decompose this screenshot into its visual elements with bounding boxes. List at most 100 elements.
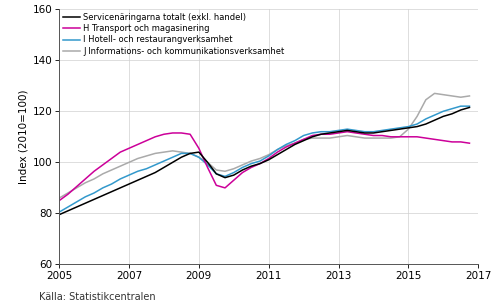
J Informations- och kommunikationsverksamhet	[161, 150, 167, 154]
I Hotell- och restaurangverksamhet	[310, 131, 316, 135]
H Transport och magasinering	[73, 185, 79, 188]
J Informations- och kommunikationsverksamhet	[397, 135, 403, 139]
Servicenäringarna totalt (exkl. handel)	[161, 166, 167, 169]
H Transport och magasinering	[310, 134, 316, 137]
I Hotell- och restaurangverksamhet	[405, 125, 411, 128]
H Transport och magasinering	[379, 134, 385, 137]
J Informations- och kommunikationsverksamhet	[283, 144, 289, 147]
I Hotell- och restaurangverksamhet	[292, 139, 298, 143]
H Transport och magasinering	[65, 192, 71, 196]
Servicenäringarna totalt (exkl. handel)	[178, 155, 184, 159]
Servicenäringarna totalt (exkl. handel)	[440, 115, 446, 118]
Servicenäringarna totalt (exkl. handel)	[388, 129, 394, 132]
Servicenäringarna totalt (exkl. handel)	[458, 108, 464, 112]
J Informations- och kommunikationsverksamhet	[126, 161, 132, 164]
J Informations- och kommunikationsverksamhet	[91, 177, 97, 181]
H Transport och magasinering	[205, 166, 211, 169]
J Informations- och kommunikationsverksamhet	[135, 157, 141, 160]
H Transport och magasinering	[170, 131, 176, 135]
H Transport och magasinering	[240, 171, 246, 174]
J Informations- och kommunikationsverksamhet	[73, 186, 79, 190]
H Transport och magasinering	[458, 140, 464, 144]
H Transport och magasinering	[275, 150, 281, 154]
J Informations- och kommunikationsverksamhet	[170, 149, 176, 153]
I Hotell- och restaurangverksamhet	[117, 177, 123, 181]
J Informations- och kommunikationsverksamhet	[466, 94, 472, 98]
I Hotell- och restaurangverksamhet	[388, 127, 394, 131]
I Hotell- och restaurangverksamhet	[161, 159, 167, 163]
Legend: Servicenäringarna totalt (exkl. handel), H Transport och magasinering, I Hotell-: Servicenäringarna totalt (exkl. handel),…	[63, 13, 284, 56]
I Hotell- och restaurangverksamhet	[91, 191, 97, 195]
I Hotell- och restaurangverksamhet	[371, 130, 377, 133]
H Transport och magasinering	[196, 147, 202, 150]
H Transport och magasinering	[213, 184, 219, 187]
H Transport och magasinering	[266, 157, 272, 160]
H Transport och magasinering	[423, 136, 429, 140]
I Hotell- och restaurangverksamhet	[73, 200, 79, 204]
J Informations- och kommunikationsverksamhet	[344, 134, 350, 137]
J Informations- och kommunikationsverksamhet	[458, 95, 464, 99]
Servicenäringarna totalt (exkl. handel)	[397, 127, 403, 131]
H Transport och magasinering	[91, 169, 97, 173]
Servicenäringarna totalt (exkl. handel)	[449, 112, 455, 116]
I Hotell- och restaurangverksamhet	[82, 195, 88, 199]
I Hotell- och restaurangverksamhet	[170, 155, 176, 159]
Servicenäringarna totalt (exkl. handel)	[205, 161, 211, 164]
J Informations- och kommunikationsverksamhet	[449, 94, 455, 98]
H Transport och magasinering	[388, 135, 394, 139]
J Informations- och kommunikationsverksamhet	[327, 136, 333, 140]
Text: Källa: Statistikcentralen: Källa: Statistikcentralen	[39, 292, 156, 302]
Servicenäringarna totalt (exkl. handel)	[91, 198, 97, 201]
I Hotell- och restaurangverksamhet	[231, 171, 237, 174]
H Transport och magasinering	[327, 133, 333, 136]
Servicenäringarna totalt (exkl. handel)	[327, 131, 333, 135]
J Informations- och kommunikationsverksamhet	[336, 135, 342, 139]
H Transport och magasinering	[56, 199, 62, 202]
J Informations- och kommunikationsverksamhet	[362, 136, 368, 140]
H Transport och magasinering	[466, 141, 472, 145]
Servicenäringarna totalt (exkl. handel)	[466, 105, 472, 109]
H Transport och magasinering	[126, 147, 132, 150]
H Transport och magasinering	[161, 133, 167, 136]
Line: Servicenäringarna totalt (exkl. handel): Servicenäringarna totalt (exkl. handel)	[59, 107, 469, 215]
Servicenäringarna totalt (exkl. handel)	[108, 190, 114, 194]
Servicenäringarna totalt (exkl. handel)	[275, 153, 281, 157]
I Hotell- och restaurangverksamhet	[187, 152, 193, 155]
H Transport och magasinering	[440, 139, 446, 143]
Servicenäringarna totalt (exkl. handel)	[257, 162, 263, 165]
I Hotell- och restaurangverksamhet	[344, 127, 350, 131]
I Hotell- och restaurangverksamhet	[431, 113, 437, 117]
J Informations- och kommunikationsverksamhet	[414, 115, 420, 118]
J Informations- och kommunikationsverksamhet	[187, 152, 193, 155]
J Informations- och kommunikationsverksamhet	[100, 172, 106, 176]
H Transport och magasinering	[353, 131, 359, 135]
J Informations- och kommunikationsverksamhet	[275, 148, 281, 151]
I Hotell- och restaurangverksamhet	[240, 166, 246, 169]
Servicenäringarna totalt (exkl. handel)	[405, 126, 411, 130]
J Informations- och kommunikationsverksamhet	[379, 136, 385, 140]
Servicenäringarna totalt (exkl. handel)	[240, 168, 246, 172]
J Informations- och kommunikationsverksamhet	[257, 157, 263, 160]
H Transport och magasinering	[231, 178, 237, 182]
I Hotell- och restaurangverksamhet	[449, 107, 455, 111]
Servicenäringarna totalt (exkl. handel)	[143, 174, 149, 178]
I Hotell- och restaurangverksamhet	[205, 163, 211, 167]
Servicenäringarna totalt (exkl. handel)	[231, 173, 237, 177]
H Transport och magasinering	[336, 131, 342, 135]
H Transport och magasinering	[135, 143, 141, 146]
I Hotell- och restaurangverksamhet	[257, 159, 263, 163]
J Informations- och kommunikationsverksamhet	[301, 137, 307, 141]
I Hotell- och restaurangverksamhet	[56, 210, 62, 214]
J Informations- och kommunikationsverksamhet	[82, 181, 88, 185]
J Informations- och kommunikationsverksamhet	[196, 155, 202, 159]
Servicenäringarna totalt (exkl. handel)	[283, 148, 289, 151]
Servicenäringarna totalt (exkl. handel)	[65, 209, 71, 213]
H Transport och magasinering	[344, 130, 350, 133]
H Transport och magasinering	[371, 134, 377, 137]
J Informations- och kommunikationsverksamhet	[178, 150, 184, 154]
Servicenäringarna totalt (exkl. handel)	[318, 133, 324, 136]
Servicenäringarna totalt (exkl. handel)	[196, 150, 202, 154]
I Hotell- och restaurangverksamhet	[458, 104, 464, 108]
J Informations- och kommunikationsverksamhet	[266, 153, 272, 157]
H Transport och magasinering	[405, 135, 411, 139]
